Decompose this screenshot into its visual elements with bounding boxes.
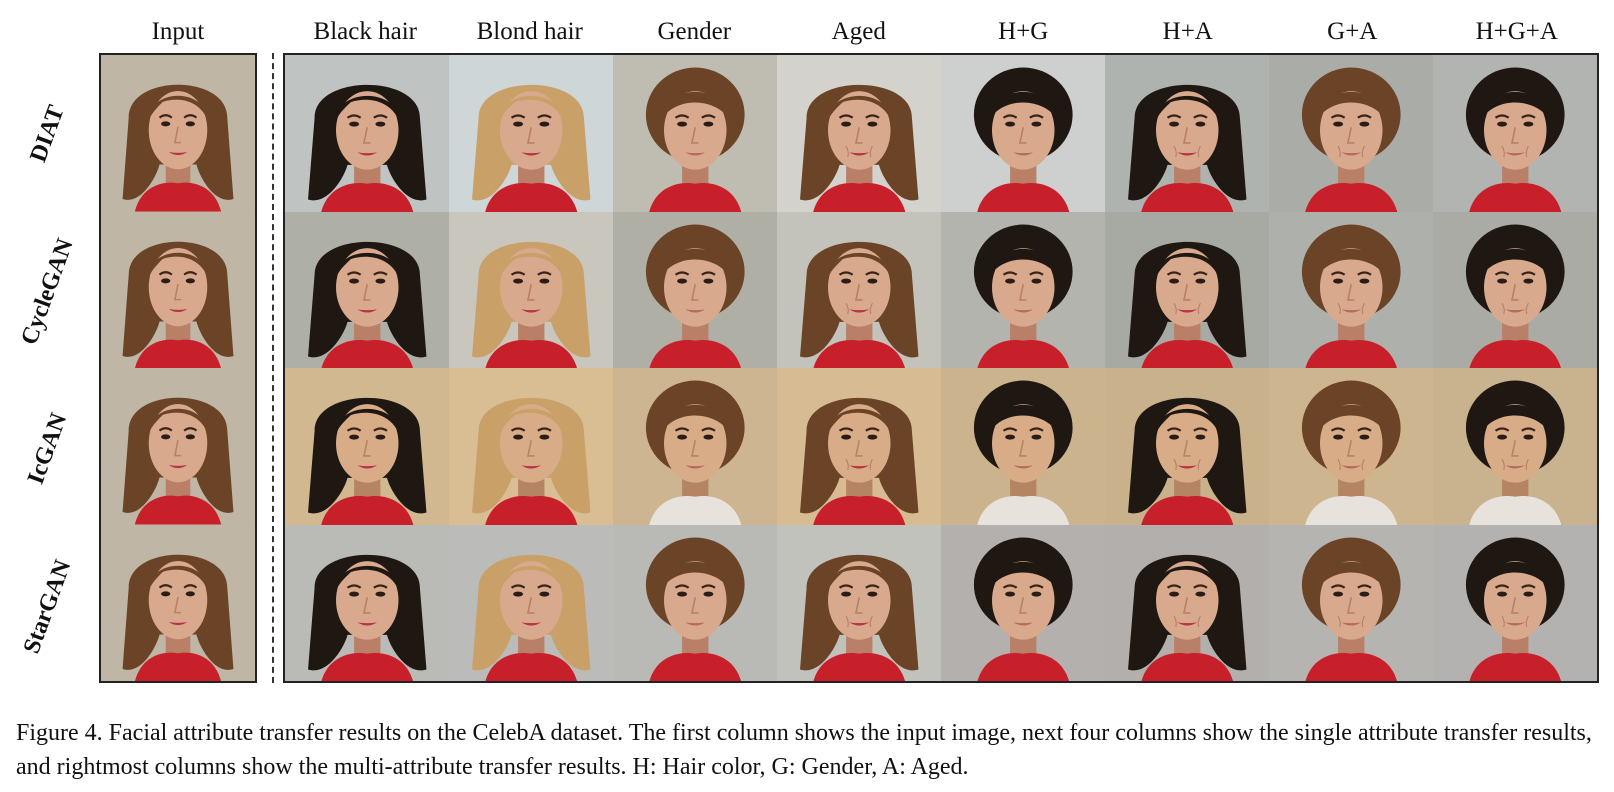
input-face-cyclegan bbox=[101, 211, 255, 368]
row-label-text: StarGAN bbox=[18, 556, 77, 657]
column-header-aged: Aged bbox=[831, 18, 886, 45]
column-header-h-plus-g: H+G bbox=[998, 18, 1049, 45]
result-face-diat-black-hair bbox=[285, 55, 450, 212]
face-image bbox=[777, 368, 942, 525]
face-image bbox=[613, 211, 778, 369]
row-label-text: IcGAN bbox=[22, 409, 73, 488]
result-face-icgan-h-plus-g-plus-a bbox=[1433, 368, 1597, 525]
result-face-icgan-black-hair bbox=[285, 368, 450, 525]
face-image bbox=[941, 368, 1106, 525]
face-image bbox=[941, 55, 1106, 212]
face-image bbox=[1269, 211, 1434, 369]
face-image bbox=[1433, 524, 1597, 681]
face-image bbox=[1105, 524, 1270, 681]
column-header-g-plus-a: G+A bbox=[1327, 18, 1378, 45]
result-face-cyclegan-g-plus-a bbox=[1269, 211, 1434, 369]
row-label-cyclegan: CycleGAN bbox=[10, 211, 86, 373]
result-face-icgan-blond-hair bbox=[449, 368, 614, 525]
result-face-cyclegan-blond-hair bbox=[449, 211, 614, 369]
face-image bbox=[1269, 55, 1434, 212]
result-face-stargan-blond-hair bbox=[449, 524, 614, 681]
result-face-cyclegan-aged bbox=[777, 211, 942, 369]
face-image bbox=[449, 211, 614, 369]
row-label-stargan: StarGAN bbox=[10, 526, 86, 688]
face-image bbox=[101, 55, 255, 212]
face-image bbox=[777, 524, 942, 681]
row-label-icgan: IcGAN bbox=[10, 368, 86, 530]
input-face-stargan bbox=[101, 524, 255, 681]
results-image-grid bbox=[283, 53, 1599, 683]
face-image bbox=[613, 524, 778, 681]
result-face-icgan-h-plus-a bbox=[1105, 368, 1270, 525]
face-image bbox=[285, 211, 450, 369]
result-face-icgan-gender bbox=[613, 368, 778, 525]
face-image bbox=[285, 524, 450, 681]
face-image bbox=[1105, 368, 1270, 525]
result-face-cyclegan-gender bbox=[613, 211, 778, 369]
face-image bbox=[941, 211, 1106, 369]
face-image bbox=[1269, 524, 1434, 681]
row-label-text: CycleGAN bbox=[16, 234, 79, 348]
face-image bbox=[101, 524, 255, 681]
result-face-diat-h-plus-a bbox=[1105, 55, 1270, 212]
face-image bbox=[613, 368, 778, 525]
face-image bbox=[1433, 211, 1597, 369]
column-header-blond-hair: Blond hair bbox=[476, 18, 583, 45]
figure-caption: Figure 4. Facial attribute transfer resu… bbox=[16, 720, 1592, 780]
column-header-gender: Gender bbox=[657, 18, 732, 45]
result-face-diat-h-plus-g-plus-a bbox=[1433, 55, 1597, 212]
face-image bbox=[449, 524, 614, 681]
result-face-cyclegan-black-hair bbox=[285, 211, 450, 369]
column-header-h-plus-g-plus-a: H+G+A bbox=[1475, 18, 1558, 45]
face-image bbox=[285, 368, 450, 525]
face-image bbox=[613, 55, 778, 212]
row-label-text: DIAT bbox=[25, 102, 70, 166]
face-image bbox=[449, 55, 614, 212]
input-image-column bbox=[99, 53, 257, 683]
face-image bbox=[777, 211, 942, 369]
result-face-icgan-h-plus-g bbox=[941, 368, 1106, 525]
result-face-icgan-aged bbox=[777, 368, 942, 525]
dashed-column-divider bbox=[272, 53, 274, 683]
result-face-stargan-g-plus-a bbox=[1269, 524, 1434, 681]
result-face-cyclegan-h-plus-g-plus-a bbox=[1433, 211, 1597, 369]
face-image bbox=[1105, 55, 1270, 212]
column-header-black-hair: Black hair bbox=[313, 18, 417, 45]
face-image bbox=[941, 524, 1106, 681]
result-face-stargan-h-plus-a bbox=[1105, 524, 1270, 681]
result-face-stargan-aged bbox=[777, 524, 942, 681]
face-image bbox=[1105, 211, 1270, 369]
face-image bbox=[285, 55, 450, 212]
face-image bbox=[1269, 368, 1434, 525]
result-face-diat-blond-hair bbox=[449, 55, 614, 212]
face-image bbox=[1433, 368, 1597, 525]
result-face-icgan-g-plus-a bbox=[1269, 368, 1434, 525]
result-face-stargan-h-plus-g bbox=[941, 524, 1106, 681]
input-face-diat bbox=[101, 55, 255, 212]
face-image bbox=[449, 368, 614, 525]
face-image bbox=[777, 55, 942, 212]
result-face-diat-aged bbox=[777, 55, 942, 212]
result-face-diat-g-plus-a bbox=[1269, 55, 1434, 212]
face-image bbox=[101, 368, 255, 525]
result-face-cyclegan-h-plus-g bbox=[941, 211, 1106, 369]
result-face-stargan-black-hair bbox=[285, 524, 450, 681]
result-face-diat-h-plus-g bbox=[941, 55, 1106, 212]
result-face-stargan-gender bbox=[613, 524, 778, 681]
result-face-stargan-h-plus-g-plus-a bbox=[1433, 524, 1597, 681]
result-face-cyclegan-h-plus-a bbox=[1105, 211, 1270, 369]
column-header-input: Input bbox=[151, 18, 205, 45]
result-face-diat-gender bbox=[613, 55, 778, 212]
face-image bbox=[101, 211, 255, 368]
face-image bbox=[1433, 55, 1597, 212]
row-label-diat: DIAT bbox=[10, 53, 86, 215]
column-header-h-plus-a: H+A bbox=[1162, 18, 1213, 45]
input-face-icgan bbox=[101, 368, 255, 525]
